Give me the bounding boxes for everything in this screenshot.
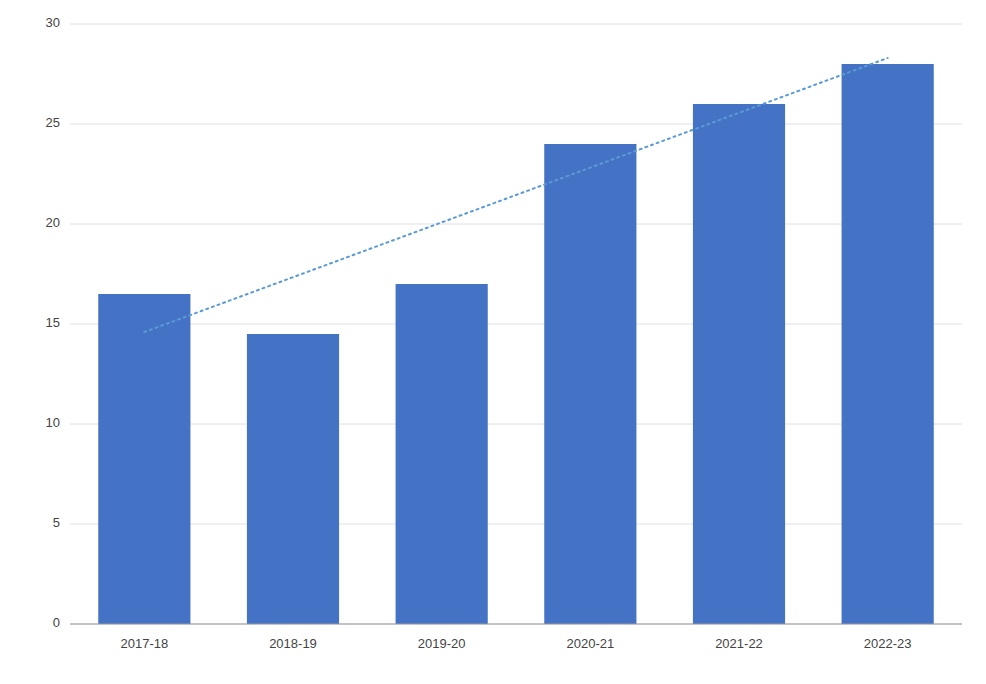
y-tick-label: 25	[46, 115, 60, 130]
grid-line	[70, 324, 962, 325]
x-tick-label: 2018-19	[269, 636, 317, 651]
bar	[842, 64, 934, 624]
x-tick-label: 2020-21	[566, 636, 614, 651]
y-tick-label: 30	[46, 15, 60, 30]
grid-line	[70, 424, 962, 425]
bar	[544, 144, 636, 624]
x-axis-line	[70, 624, 962, 625]
y-tick-label: 5	[53, 515, 60, 530]
y-tick-label: 0	[53, 615, 60, 630]
x-axis: 2017-18 2018-19 2019-20 2020-21 2021-22 2022-…	[70, 624, 962, 651]
grid-line	[70, 24, 962, 25]
y-axis: 0 5 10 15 20 25 30	[46, 15, 962, 630]
y-tick-label: 15	[46, 315, 60, 330]
chart-container: 0 5 10 15 20 25 30 2017-18 2018-19 2019-20 2020-21…	[0, 0, 986, 684]
bar	[693, 104, 785, 624]
grid-line	[70, 224, 962, 225]
bar	[247, 334, 339, 624]
bar	[396, 284, 488, 624]
x-tick-label: 2022-23	[864, 636, 912, 651]
x-tick-label: 2021-22	[715, 636, 763, 651]
trend-line	[144, 58, 887, 332]
chart-svg: 0 5 10 15 20 25 30 2017-18 2018-19 2019-20 2020-21…	[0, 0, 986, 684]
grid-line	[70, 624, 962, 625]
grid-line	[70, 524, 962, 525]
bar	[98, 294, 190, 624]
y-tick-label: 10	[46, 415, 60, 430]
plot-area	[98, 58, 934, 624]
grid-line	[70, 124, 962, 125]
y-tick-label: 20	[46, 215, 60, 230]
page: {"chart_data": {"type": "bar", "categori…	[0, 0, 986, 684]
x-tick-label: 2019-20	[418, 636, 466, 651]
x-tick-label: 2017-18	[120, 636, 168, 651]
